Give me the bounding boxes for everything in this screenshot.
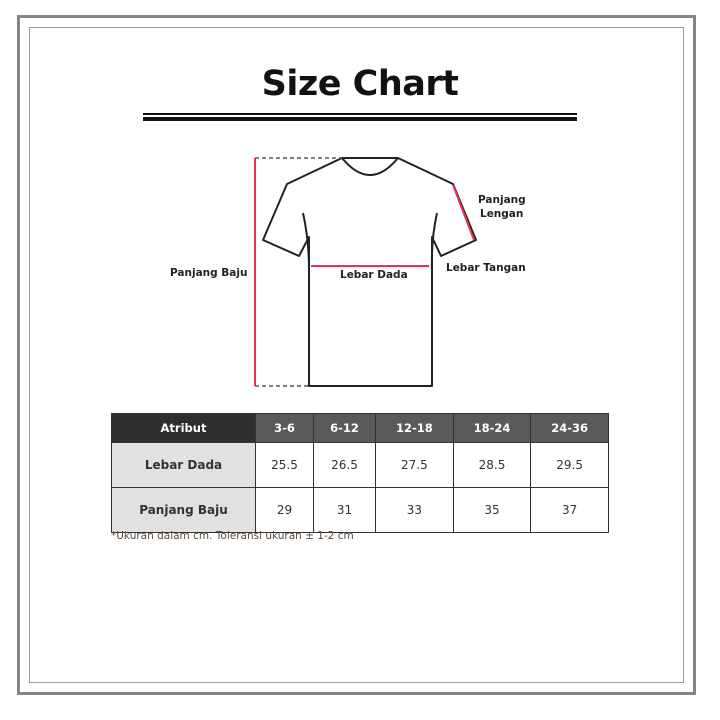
table-cell: 26.5	[312, 442, 377, 488]
header-size: 12-18	[375, 413, 454, 443]
label-panjang-baju: Panjang Baju	[170, 267, 248, 279]
label-lebar-tangan: Lebar Tangan	[446, 262, 526, 274]
header-size: 24-36	[530, 413, 609, 443]
size-note: *Ukuran dalam cm. Toleransi ukuran ± 1-2…	[111, 530, 354, 542]
table-cell: 35	[452, 487, 532, 533]
table-cell: 28.5	[452, 442, 532, 488]
row-label: Panjang Baju	[111, 487, 256, 533]
table-row: Panjang Baju 29 31 33 35 37	[111, 487, 609, 533]
table-cell: 25.5	[255, 442, 314, 488]
table-cell: 29.5	[530, 442, 609, 488]
inner-frame	[29, 27, 684, 683]
size-table: Atribut 3-6 6-12 12-18 18-24 24-36 Lebar…	[111, 413, 609, 533]
table-cell: 33	[375, 487, 454, 533]
table-header-row: Atribut 3-6 6-12 12-18 18-24 24-36	[111, 413, 609, 443]
header-size: 3-6	[255, 413, 314, 443]
table-cell: 29	[255, 487, 314, 533]
outer-frame	[17, 15, 696, 695]
tshirt-outline	[262, 157, 477, 387]
table-cell: 27.5	[375, 442, 454, 488]
header-atribut: Atribut	[111, 413, 256, 443]
header-size: 18-24	[452, 413, 532, 443]
label-panjang-lengan-2: Lengan	[480, 208, 524, 220]
label-panjang-lengan-1: Panjang	[478, 194, 526, 206]
title-rule-thick	[143, 117, 577, 121]
table-cell: 37	[530, 487, 609, 533]
title-rule-thin	[143, 113, 577, 115]
table-row: Lebar Dada 25.5 26.5 27.5 28.5 29.5	[111, 442, 609, 488]
label-lebar-dada: Lebar Dada	[340, 269, 408, 281]
header-size: 6-12	[312, 413, 377, 443]
page-title: Size Chart	[261, 64, 459, 104]
table-cell: 31	[312, 487, 377, 533]
sleeve-measure-line	[452, 184, 475, 241]
row-label: Lebar Dada	[111, 442, 256, 488]
